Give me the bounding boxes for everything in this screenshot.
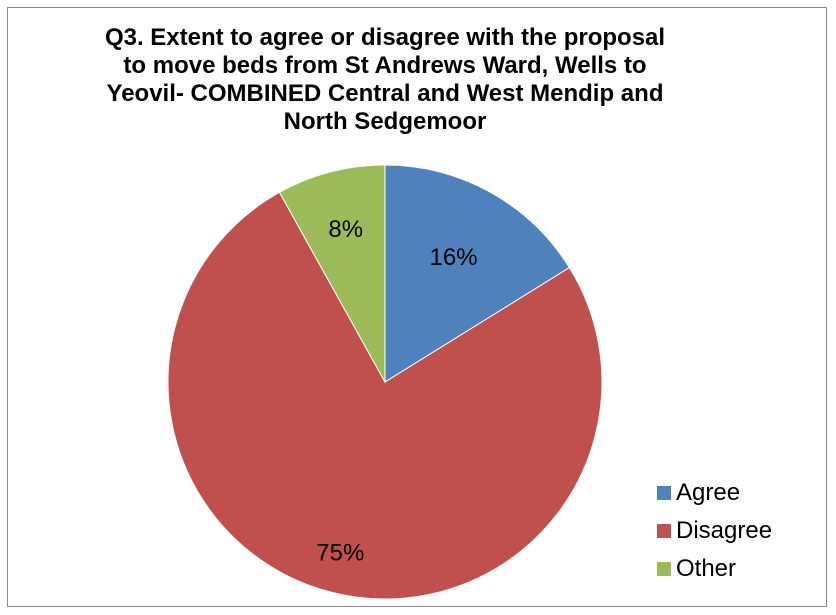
pie-slice-agree [384, 164, 571, 383]
data-label-other: 8% [328, 216, 363, 243]
chart-title-line-3: Yeovil- COMBINED Central and West Mendip… [106, 80, 664, 107]
legend-swatch-agree [657, 486, 671, 500]
legend-item-other: Other [657, 550, 772, 588]
chart-title-line-1: Q3. Extent to agree or disagree with the… [104, 24, 666, 51]
legend: Agree Disagree Other [657, 474, 772, 588]
legend-swatch-disagree [657, 524, 671, 538]
legend-label-disagree: Disagree [676, 517, 773, 544]
data-label-disagree: 75% [316, 540, 364, 567]
data-label-agree: 16% [430, 244, 478, 271]
legend-swatch-other [657, 562, 671, 576]
chart-title-line-4: North Sedgemoor [283, 108, 487, 135]
pie-slice-disagree [167, 191, 603, 600]
legend-item-disagree: Disagree [657, 512, 772, 550]
legend-label-agree: Agree [676, 479, 741, 506]
legend-item-agree: Agree [657, 474, 772, 512]
chart-title: Q3. Extent to agree or disagree with the… [90, 24, 680, 136]
chart-title-line-2: to move beds from St Andrews Ward, Wells… [123, 52, 647, 79]
pie-slice-other [278, 164, 386, 384]
legend-label-other: Other [676, 555, 737, 582]
